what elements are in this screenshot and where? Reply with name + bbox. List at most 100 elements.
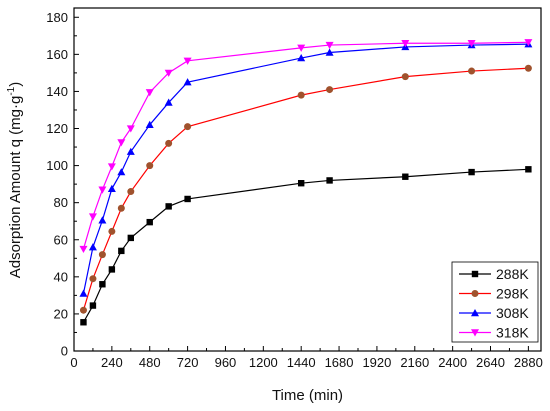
x-tick-label: 2160 — [400, 355, 429, 370]
legend-item-288k: 288K — [459, 266, 529, 282]
data-point-308k — [98, 216, 107, 224]
y-tick-label: 60 — [54, 232, 68, 247]
x-tick-label: 1200 — [249, 355, 278, 370]
data-point-308k — [126, 147, 135, 155]
data-point-288k — [127, 234, 134, 242]
data-point-318k — [79, 245, 88, 254]
legend-item-318k: 318K — [459, 325, 529, 341]
data-point-298k — [146, 162, 154, 170]
data-point-318k — [98, 186, 107, 194]
series-line-308k — [82, 43, 529, 294]
data-point-318k — [467, 40, 476, 48]
y-axis-title-main: Adsorption Amount q (mg·g — [7, 96, 24, 279]
y-tick-label: 100 — [46, 158, 68, 173]
legend-label-288k: 288K — [496, 266, 529, 282]
x-tick-label: 1680 — [325, 355, 354, 370]
data-point-288k — [108, 266, 116, 273]
data-point-288k — [297, 180, 305, 187]
x-tick-label: 480 — [139, 355, 161, 370]
legend-box — [451, 261, 539, 343]
legend-marker-288k — [471, 270, 479, 278]
series-298k — [79, 64, 532, 314]
x-tick-labels: 0 240 480 720 960 1200 1440 1680 1920 2160 2400 264… — [70, 355, 542, 370]
x-tick-label: 0 — [70, 355, 77, 370]
data-point-298k — [117, 204, 125, 212]
plot-frame — [73, 7, 542, 352]
data-point-318k — [297, 44, 306, 52]
series-288k — [80, 166, 532, 326]
data-point-308k — [325, 48, 334, 56]
legend-items: 288K 298K 308K 318K — [459, 266, 529, 341]
y-tick-label: 40 — [54, 269, 68, 284]
legend: 288K 298K 308K 318K — [451, 261, 539, 343]
data-point-308k — [145, 120, 154, 129]
data-point-308k — [117, 168, 126, 176]
series-line-318k — [82, 41, 529, 250]
data-point-288k — [80, 319, 87, 326]
y-tick-labels: 0 20 40 60 80 100 120 140 160 180 — [46, 10, 68, 359]
data-point-308k — [88, 243, 97, 251]
data-point-298k — [79, 306, 87, 314]
data-point-308k — [79, 289, 88, 297]
data-point-298k — [127, 188, 135, 196]
data-point-318k — [107, 163, 116, 171]
series-layer — [79, 39, 533, 326]
legend-item-308k: 308K — [459, 305, 529, 321]
data-point-288k — [402, 173, 409, 180]
data-point-298k — [468, 67, 476, 75]
y-tick-label: 140 — [46, 84, 68, 99]
legend-label-318k: 318K — [496, 325, 529, 341]
series-308k — [79, 40, 533, 297]
data-point-288k — [146, 218, 153, 226]
data-point-288k — [99, 281, 106, 288]
data-point-288k — [165, 203, 172, 210]
data-point-318k — [88, 213, 97, 221]
legend-marker-308k — [471, 309, 479, 317]
data-point-318k — [325, 41, 334, 50]
y-axis-title-close: ) — [7, 82, 24, 87]
data-point-298k — [524, 64, 532, 72]
x-tick-label: 1920 — [362, 355, 391, 370]
y-tick-label: 20 — [54, 306, 68, 321]
data-point-298k — [326, 86, 334, 94]
data-point-298k — [401, 73, 409, 81]
data-point-298k — [184, 123, 192, 131]
data-point-318k — [524, 39, 533, 47]
y-tick-label: 0 — [61, 344, 68, 359]
data-point-298k — [108, 227, 116, 235]
data-point-318k — [164, 69, 173, 77]
x-tick-label: 2880 — [514, 355, 543, 370]
legend-marker-318k — [471, 329, 479, 337]
legend-label-298k: 298K — [496, 286, 529, 302]
y-tick-label: 180 — [46, 10, 68, 25]
x-tick-label: 240 — [101, 355, 123, 370]
data-point-318k — [401, 40, 410, 48]
x-tick-label: 1440 — [287, 355, 316, 370]
legend-item-298k: 298K — [459, 286, 529, 302]
data-point-318k — [126, 125, 135, 133]
data-point-318k — [145, 89, 154, 97]
data-point-298k — [89, 275, 97, 283]
x-tick-label: 960 — [215, 355, 237, 370]
y-tick-label: 160 — [46, 47, 68, 62]
x-tick-label: 720 — [177, 355, 199, 370]
y-axis-title-exponent: -1 — [6, 86, 17, 95]
data-point-288k — [525, 166, 532, 173]
data-point-308k — [297, 54, 306, 62]
y-axis-title: Adsorption Amount q (mg·g-1) — [6, 82, 24, 279]
y-tick-label: 80 — [54, 195, 68, 210]
data-point-308k — [107, 184, 116, 192]
data-point-288k — [118, 247, 125, 255]
data-point-308k — [164, 98, 173, 106]
data-point-298k — [98, 251, 106, 259]
data-point-288k — [326, 177, 333, 184]
data-point-298k — [165, 139, 173, 147]
x-tick-label: 2640 — [476, 355, 505, 370]
data-point-318k — [183, 57, 192, 65]
data-point-298k — [297, 91, 305, 99]
data-point-288k — [184, 195, 191, 203]
data-point-288k — [468, 168, 475, 176]
data-point-318k — [117, 139, 126, 147]
